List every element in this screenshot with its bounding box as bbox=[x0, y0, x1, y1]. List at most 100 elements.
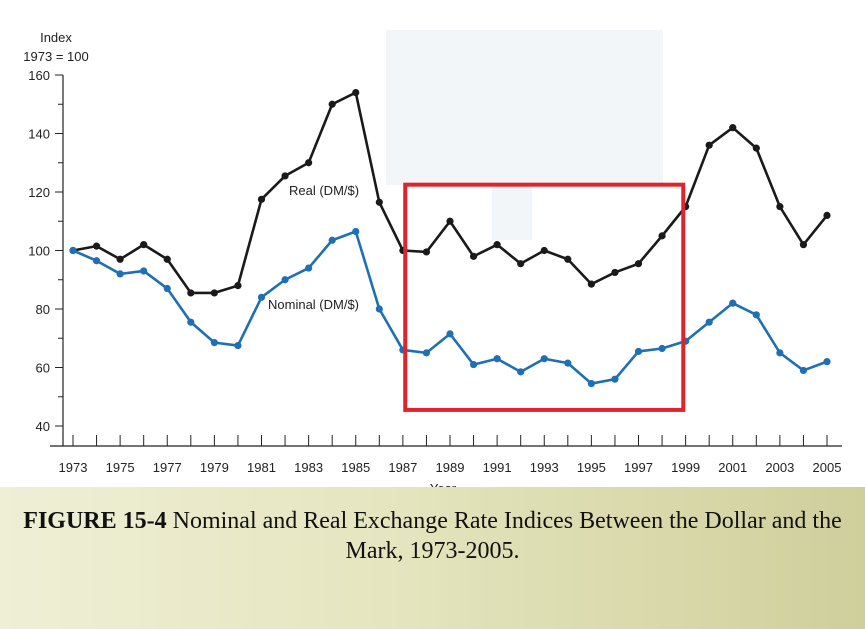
data-point-real bbox=[517, 260, 525, 268]
x-tick-label: 1999 bbox=[671, 460, 700, 475]
x-tick-label: 1981 bbox=[247, 460, 276, 475]
y-tick-label: 60 bbox=[36, 361, 50, 376]
x-tick-label: 1991 bbox=[483, 460, 512, 475]
data-point-real bbox=[493, 241, 501, 249]
data-point-real bbox=[634, 260, 643, 268]
data-point-real bbox=[328, 100, 336, 108]
data-point-nominal bbox=[328, 236, 336, 244]
data-point-nominal bbox=[634, 347, 643, 356]
figure-caption: FIGURE 15-4 Nominal and Real Exchange Ra… bbox=[0, 506, 865, 566]
data-point-nominal bbox=[493, 355, 501, 363]
x-tick-label: 1983 bbox=[294, 460, 323, 475]
x-tick-label: 1987 bbox=[388, 460, 417, 475]
x-tick-label: 1975 bbox=[106, 460, 135, 475]
highlight-box bbox=[403, 182, 686, 412]
y-axis-sublabel: 1973 = 100 bbox=[23, 49, 88, 64]
data-point-real bbox=[705, 141, 713, 149]
data-point-real bbox=[776, 203, 784, 211]
background-panel-tab bbox=[492, 185, 532, 240]
series-label-nominal: Nominal (DM/$) bbox=[268, 297, 359, 312]
data-point-real bbox=[116, 255, 124, 263]
y-tick-label: 40 bbox=[36, 419, 50, 434]
data-point-real bbox=[469, 252, 478, 260]
data-point-real bbox=[305, 159, 313, 167]
figure-number: FIGURE 15-4 bbox=[23, 508, 173, 534]
data-point-nominal bbox=[375, 305, 383, 313]
data-point-nominal bbox=[352, 227, 360, 236]
data-point-real bbox=[658, 232, 666, 240]
y-tick-label: 160 bbox=[28, 68, 50, 83]
exchange-rate-chart: 40 60 80 100 120 140 160 1973 1975 1977 1979 1981 19… bbox=[23, 30, 842, 487]
data-point-nominal bbox=[658, 344, 666, 353]
data-point-real bbox=[210, 289, 218, 297]
data-point-nominal bbox=[517, 368, 525, 376]
x-tick-label: 1973 bbox=[59, 460, 88, 475]
x-tick-label: 2001 bbox=[718, 460, 747, 475]
data-point-nominal bbox=[69, 246, 77, 255]
background-panel bbox=[386, 30, 663, 185]
x-tick-label: 2005 bbox=[813, 460, 842, 475]
data-point-real bbox=[234, 282, 242, 290]
data-point-real bbox=[187, 289, 195, 297]
data-point-nominal bbox=[540, 355, 548, 363]
data-point-nominal bbox=[281, 276, 289, 284]
data-point-nominal bbox=[799, 366, 808, 375]
data-point-nominal bbox=[446, 330, 454, 338]
data-point-nominal bbox=[422, 349, 431, 357]
series-label-real: Real (DM/$) bbox=[289, 183, 359, 198]
data-point-nominal bbox=[92, 257, 101, 265]
data-point-real bbox=[540, 246, 548, 255]
x-tick-label: 1989 bbox=[436, 460, 465, 475]
data-point-nominal bbox=[611, 375, 619, 383]
x-tick-label: 1993 bbox=[530, 460, 559, 475]
data-point-nominal bbox=[729, 299, 737, 307]
data-point-real bbox=[163, 255, 171, 263]
data-point-real bbox=[564, 255, 572, 263]
data-point-real bbox=[611, 268, 619, 277]
caption-band bbox=[0, 487, 865, 629]
data-point-real bbox=[799, 241, 808, 249]
data-point-real bbox=[140, 241, 148, 249]
data-point-nominal bbox=[752, 311, 760, 319]
figure-caption-text: Nominal and Real Exchange Rate Indices B… bbox=[172, 508, 842, 564]
data-point-nominal bbox=[234, 341, 242, 350]
y-axis-label: Index bbox=[40, 30, 72, 45]
data-point-nominal bbox=[257, 293, 266, 301]
data-point-nominal bbox=[140, 267, 148, 275]
x-tick-label: 1979 bbox=[200, 460, 229, 475]
data-point-real bbox=[823, 211, 831, 219]
data-point-real bbox=[352, 88, 360, 97]
data-point-nominal bbox=[116, 270, 124, 278]
data-point-nominal bbox=[469, 360, 478, 369]
series-line-nominal bbox=[72, 230, 828, 385]
data-point-nominal bbox=[823, 358, 831, 366]
data-point-nominal bbox=[564, 359, 572, 367]
data-point-real bbox=[257, 195, 266, 203]
y-tick-label: 80 bbox=[36, 302, 50, 317]
data-point-real bbox=[422, 248, 431, 256]
data-point-real bbox=[729, 124, 737, 132]
x-tick-label: 1997 bbox=[624, 460, 653, 475]
y-tick-label: 100 bbox=[28, 244, 50, 259]
y-tick-label: 120 bbox=[28, 185, 50, 200]
data-point-real bbox=[446, 217, 454, 225]
data-point-nominal bbox=[305, 264, 313, 272]
x-tick-label: 1995 bbox=[577, 460, 606, 475]
data-point-real bbox=[587, 280, 595, 288]
data-point-nominal bbox=[187, 318, 195, 326]
data-point-nominal bbox=[705, 318, 713, 326]
x-tick-label: 1985 bbox=[341, 460, 370, 475]
data-point-nominal bbox=[163, 284, 171, 293]
data-point-real bbox=[92, 242, 101, 250]
data-point-real bbox=[375, 198, 383, 206]
data-point-nominal bbox=[210, 339, 218, 347]
data-point-nominal bbox=[776, 349, 784, 357]
data-point-nominal bbox=[587, 379, 595, 388]
x-tick-label: 1977 bbox=[153, 460, 182, 475]
y-tick-label: 140 bbox=[28, 127, 50, 142]
data-point-real bbox=[281, 172, 289, 180]
x-tick-label: 2003 bbox=[765, 460, 794, 475]
x-axis-label: Year bbox=[430, 481, 457, 487]
data-point-real bbox=[752, 144, 760, 152]
